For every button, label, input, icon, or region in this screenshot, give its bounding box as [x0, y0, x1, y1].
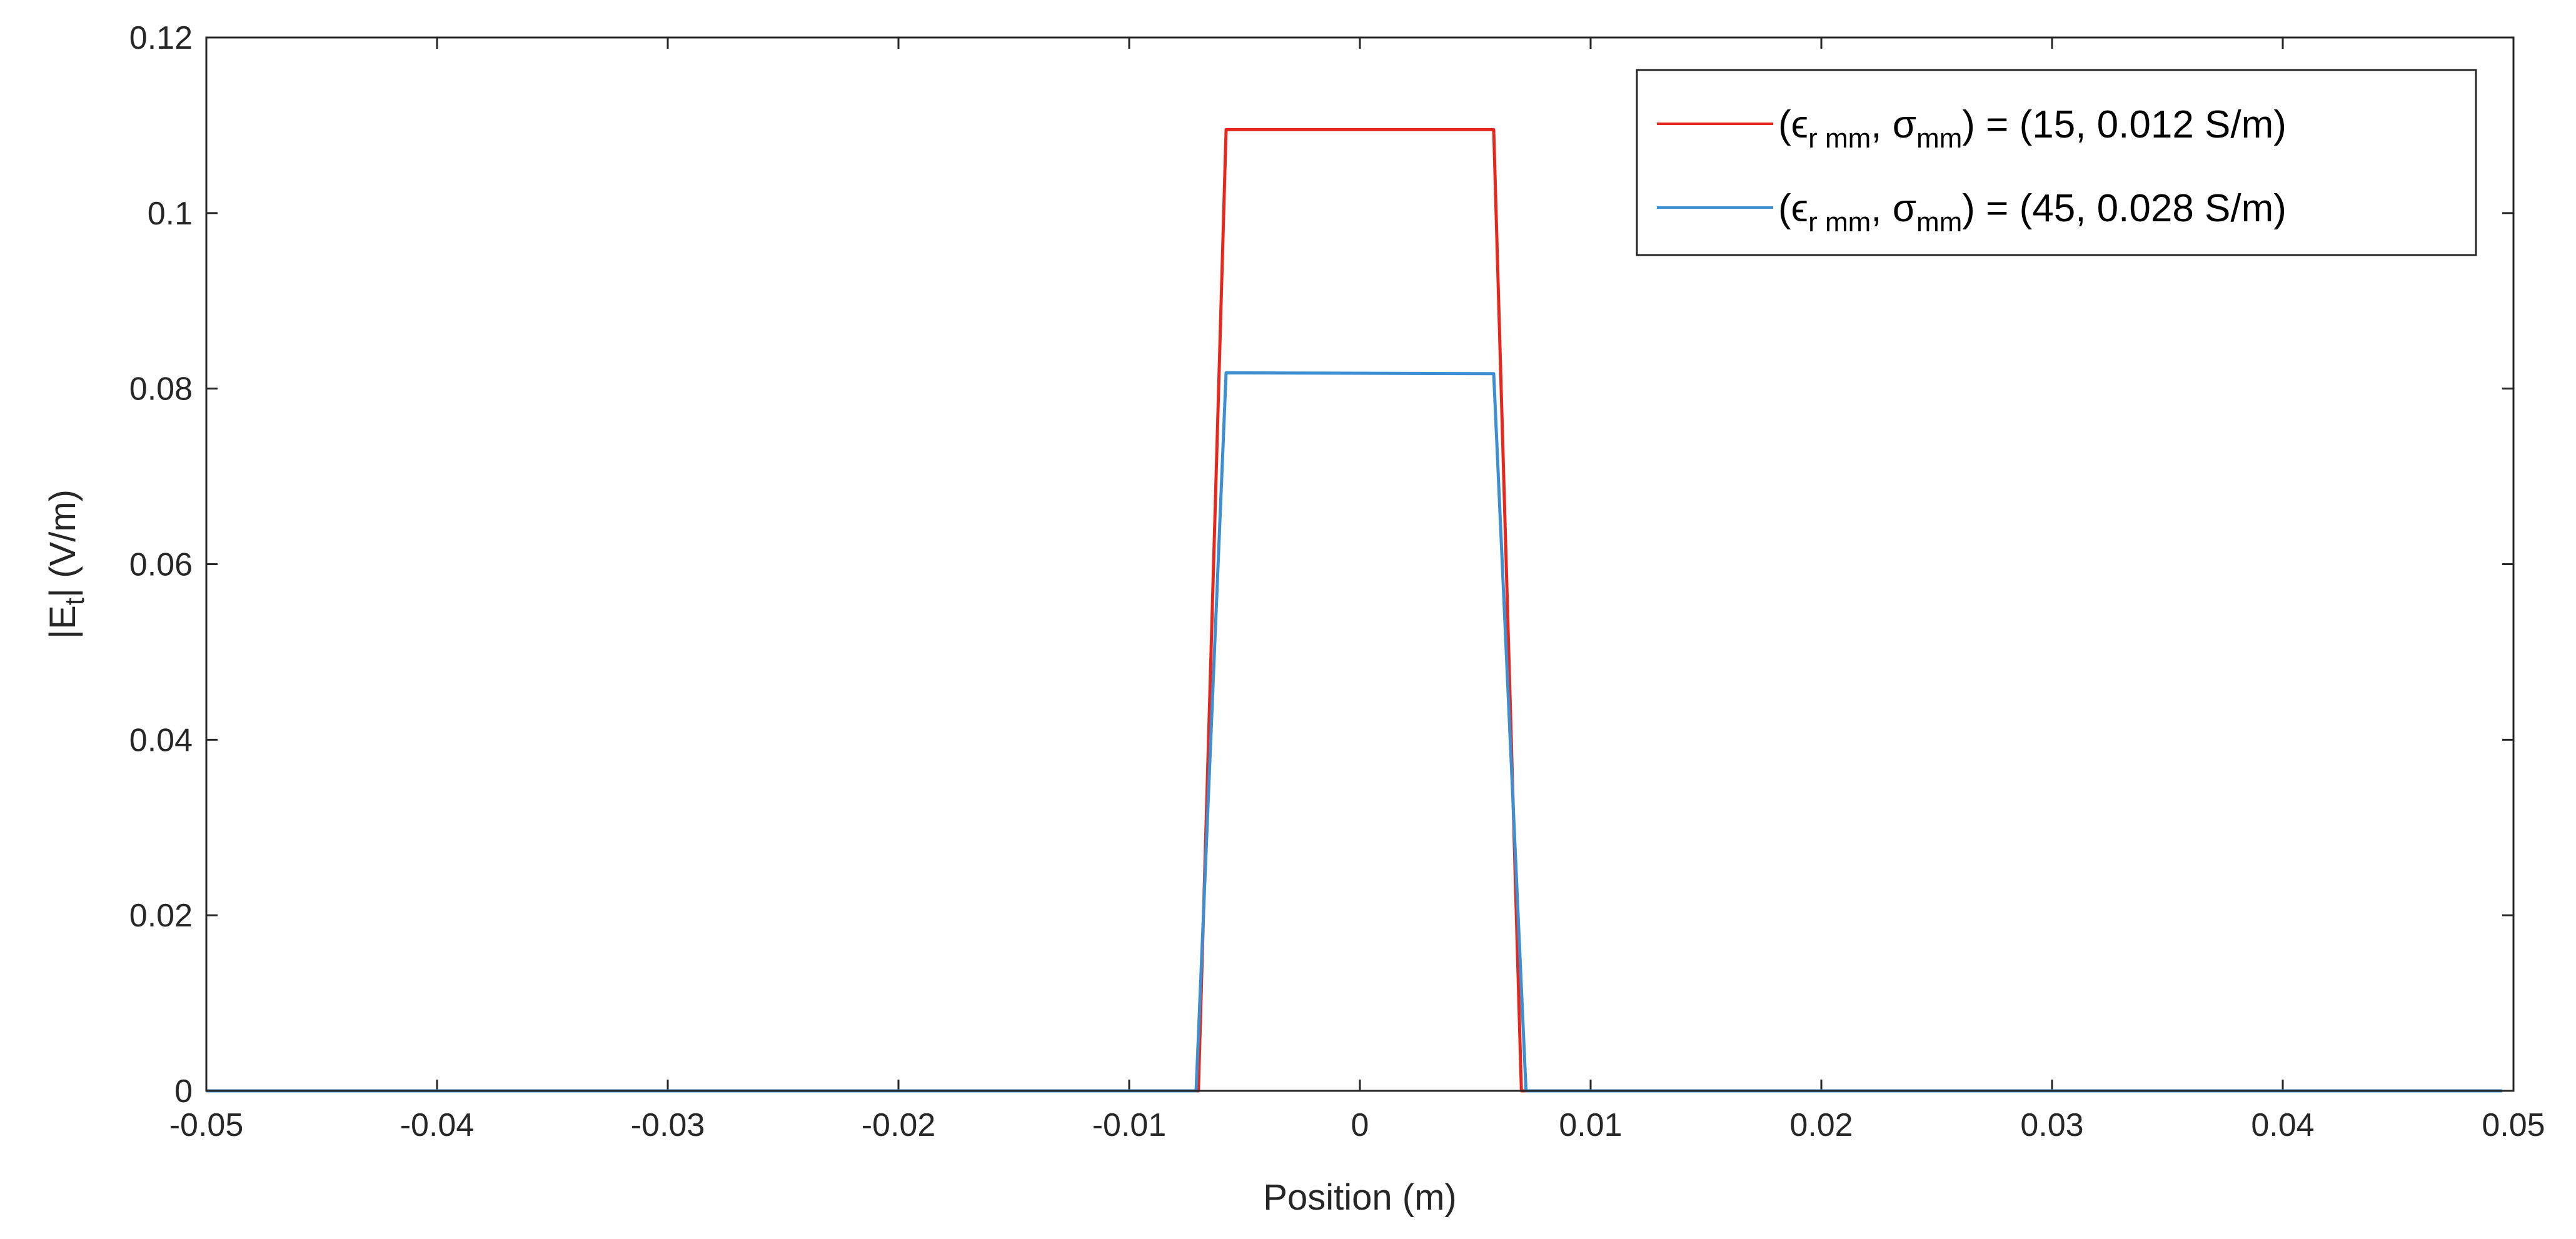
x-tick-label: -0.04: [400, 1107, 475, 1143]
x-tick-label: 0.05: [2482, 1107, 2545, 1143]
y-tick-label: 0: [174, 1073, 193, 1110]
legend-value-text: ) = (15, 0.012 S/m): [1962, 103, 2287, 146]
legend-box: [1636, 69, 2477, 256]
x-axis-title: Position (m): [1263, 1177, 1456, 1218]
y-tick-label: 0.02: [129, 898, 193, 934]
legend-label-series-1: (ϵr mm, σmm) = (15, 0.012 S/m): [1778, 103, 2287, 154]
x-tick-label: 0.03: [2020, 1107, 2083, 1143]
y-tick-label: 0.06: [129, 547, 193, 583]
y-tick-label: 0.12: [129, 20, 193, 56]
legend-sigma-subscript: mm: [1916, 207, 1962, 238]
y-axis-title: |Et| (V/m): [43, 489, 90, 639]
y-tick-label: 0.04: [129, 722, 193, 758]
legend-eps-subscript: r mm: [1808, 207, 1871, 238]
legend-eps-subscript: r mm: [1808, 123, 1871, 154]
x-tick-label: 0.01: [1559, 1107, 1622, 1143]
x-tick-label: 0.02: [1789, 1107, 1853, 1143]
x-tick-label: 0.04: [2251, 1107, 2314, 1143]
legend: (ϵr mm, σmm) = (15, 0.012 S/m) (ϵr mm, σ…: [1636, 69, 2477, 256]
y-tick-label: 0.08: [129, 371, 193, 408]
legend-value-text: ) = (45, 0.028 S/m): [1962, 187, 2287, 230]
x-tick-label: 0: [1351, 1107, 1369, 1143]
x-tick-label: -0.02: [862, 1107, 936, 1143]
y-axis-title-suffix: | (V/m): [43, 489, 83, 598]
y-axis-title-prefix: |E: [43, 605, 83, 639]
x-tick-label: -0.03: [631, 1107, 705, 1143]
legend-sigma-symbol: σ: [1893, 187, 1916, 230]
ticks-group: -0.05 -0.04 -0.03 -0.02 -0.01 0 0.01 0.02 0.03 0.…: [129, 20, 2545, 1143]
legend-separator: ,: [1871, 103, 1892, 146]
legend-eps-symbol: ϵ: [1791, 103, 1808, 146]
legend-eps-symbol: ϵ: [1791, 187, 1808, 230]
y-axis-title-subscript: t: [59, 598, 90, 605]
legend-separator: ,: [1871, 187, 1892, 230]
legend-sigma-symbol: σ: [1893, 103, 1916, 146]
x-tick-label: -0.05: [169, 1107, 244, 1143]
y-tick-label: 0.1: [148, 196, 193, 232]
x-tick-label: -0.01: [1092, 1107, 1167, 1143]
legend-sigma-subscript: mm: [1916, 123, 1962, 154]
axes-box: [205, 36, 2515, 1092]
legend-label-series-2: (ϵr mm, σmm) = (45, 0.028 S/m): [1778, 187, 2287, 238]
